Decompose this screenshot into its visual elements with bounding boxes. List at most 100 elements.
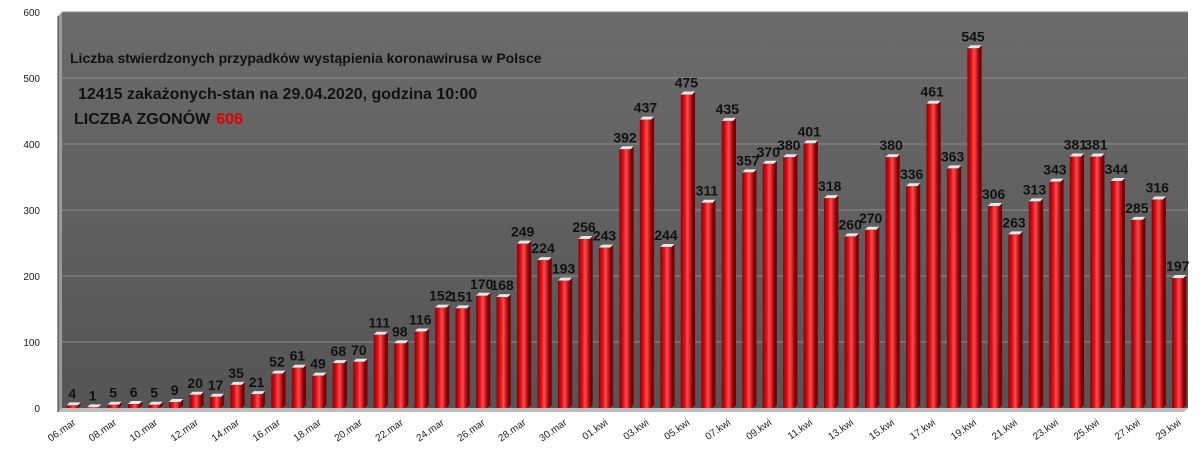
bar-front [209,396,222,408]
bar-top [783,154,798,158]
bar-side [569,277,573,408]
bar-top [701,199,716,203]
bar-02.kwi [619,146,634,408]
x-tick-label: 12.mar [169,417,201,444]
bar-top [496,294,511,298]
plot-floor [58,408,1188,412]
data-label: 35 [228,365,244,381]
bar-front [905,186,918,408]
data-label: 260 [839,216,863,232]
bar-top [128,401,143,405]
data-label: 380 [777,137,801,153]
bar-side [753,169,757,408]
bar-side [692,91,696,408]
data-label: 306 [982,186,1006,202]
x-tick-label: 10.mar [128,417,160,444]
bar-30.mar [557,277,573,408]
bar-front [946,168,959,408]
bar-side [1183,274,1187,408]
bar-front [1049,181,1061,408]
bar-front [496,297,508,408]
bar-21.mar [373,331,388,408]
data-label: 21 [249,374,265,390]
bar-side [1019,231,1023,408]
bar-top [66,402,81,406]
bar-10.mar [148,401,163,408]
bar-06.kwi [701,199,716,408]
bar-12.kwi [824,195,839,408]
bar-top [1172,274,1187,278]
x-tick-label: 30.mar [537,417,569,444]
bar-side [835,195,839,408]
bar-18.mar [312,372,327,408]
bar-24.mar [435,304,450,408]
bar-15.kwi [885,154,900,408]
y-tick-label: 600 [23,8,40,19]
bar-side [1081,153,1085,408]
bar-front [967,48,979,409]
y-tick-label: 0 [34,404,40,415]
data-label: 17 [208,377,224,393]
bar-top [926,100,941,104]
bar-front [373,334,385,408]
bar-side [978,45,982,409]
data-label: 336 [900,166,924,182]
bar-side [487,292,491,408]
bar-31.mar [578,236,593,408]
bar-top [1110,177,1125,181]
data-label: 381 [1084,137,1108,153]
bar-23.kwi [1049,178,1064,408]
bar-front [844,236,856,408]
x-tick-label: 20.mar [333,417,365,444]
x-tick-label: 13.kwi [826,417,856,442]
bar-top [803,140,818,144]
x-tick-label: 11.kwi [786,417,815,442]
y-tick-label: 200 [23,272,40,283]
bar-front [455,308,467,408]
bar-front [1069,156,1082,408]
data-label: 545 [961,28,985,44]
bar-27.mar [496,294,511,408]
bar-17.kwi [926,100,941,409]
bar-side [814,140,818,408]
bar-side [77,402,81,408]
bar-side [180,399,184,408]
bar-front [824,198,836,408]
bar-front [1028,201,1041,408]
bar-front [1008,234,1020,408]
infected-summary: 12415 zakażonych-stan na 29.04.2020, god… [78,86,477,103]
bar-side [323,372,327,408]
data-label: 343 [1043,162,1067,178]
bar-front [332,363,345,408]
data-label: 52 [269,354,285,370]
bar-top [557,277,573,281]
bar-front [537,260,549,408]
bar-27.kwi [1131,216,1146,408]
bar-16.mar [271,370,286,408]
bar-top [680,91,696,95]
bar-top [332,360,348,364]
data-label: 381 [1064,137,1088,153]
bar-front [803,143,815,408]
bar-15.mar [250,391,266,408]
plot-wall [58,12,62,412]
x-tick-label: 21.kwi [990,417,1020,442]
bar-front [639,119,652,408]
bar-16.kwi [905,183,921,408]
data-label: 392 [613,129,637,145]
bar-front [291,367,304,408]
bar-side [855,233,859,408]
data-label: 370 [757,144,781,160]
bar-09.mar [128,401,143,408]
data-label: 316 [1146,179,1170,195]
bar-side [610,244,614,408]
bar-side [896,154,900,408]
data-label: 461 [920,84,944,100]
x-tick-label: 26.mar [456,417,488,444]
bar-top [598,244,614,248]
bar-top [742,169,757,173]
y-tick-label: 100 [23,338,40,349]
data-label: 5 [109,385,117,401]
bar-side [344,360,348,408]
